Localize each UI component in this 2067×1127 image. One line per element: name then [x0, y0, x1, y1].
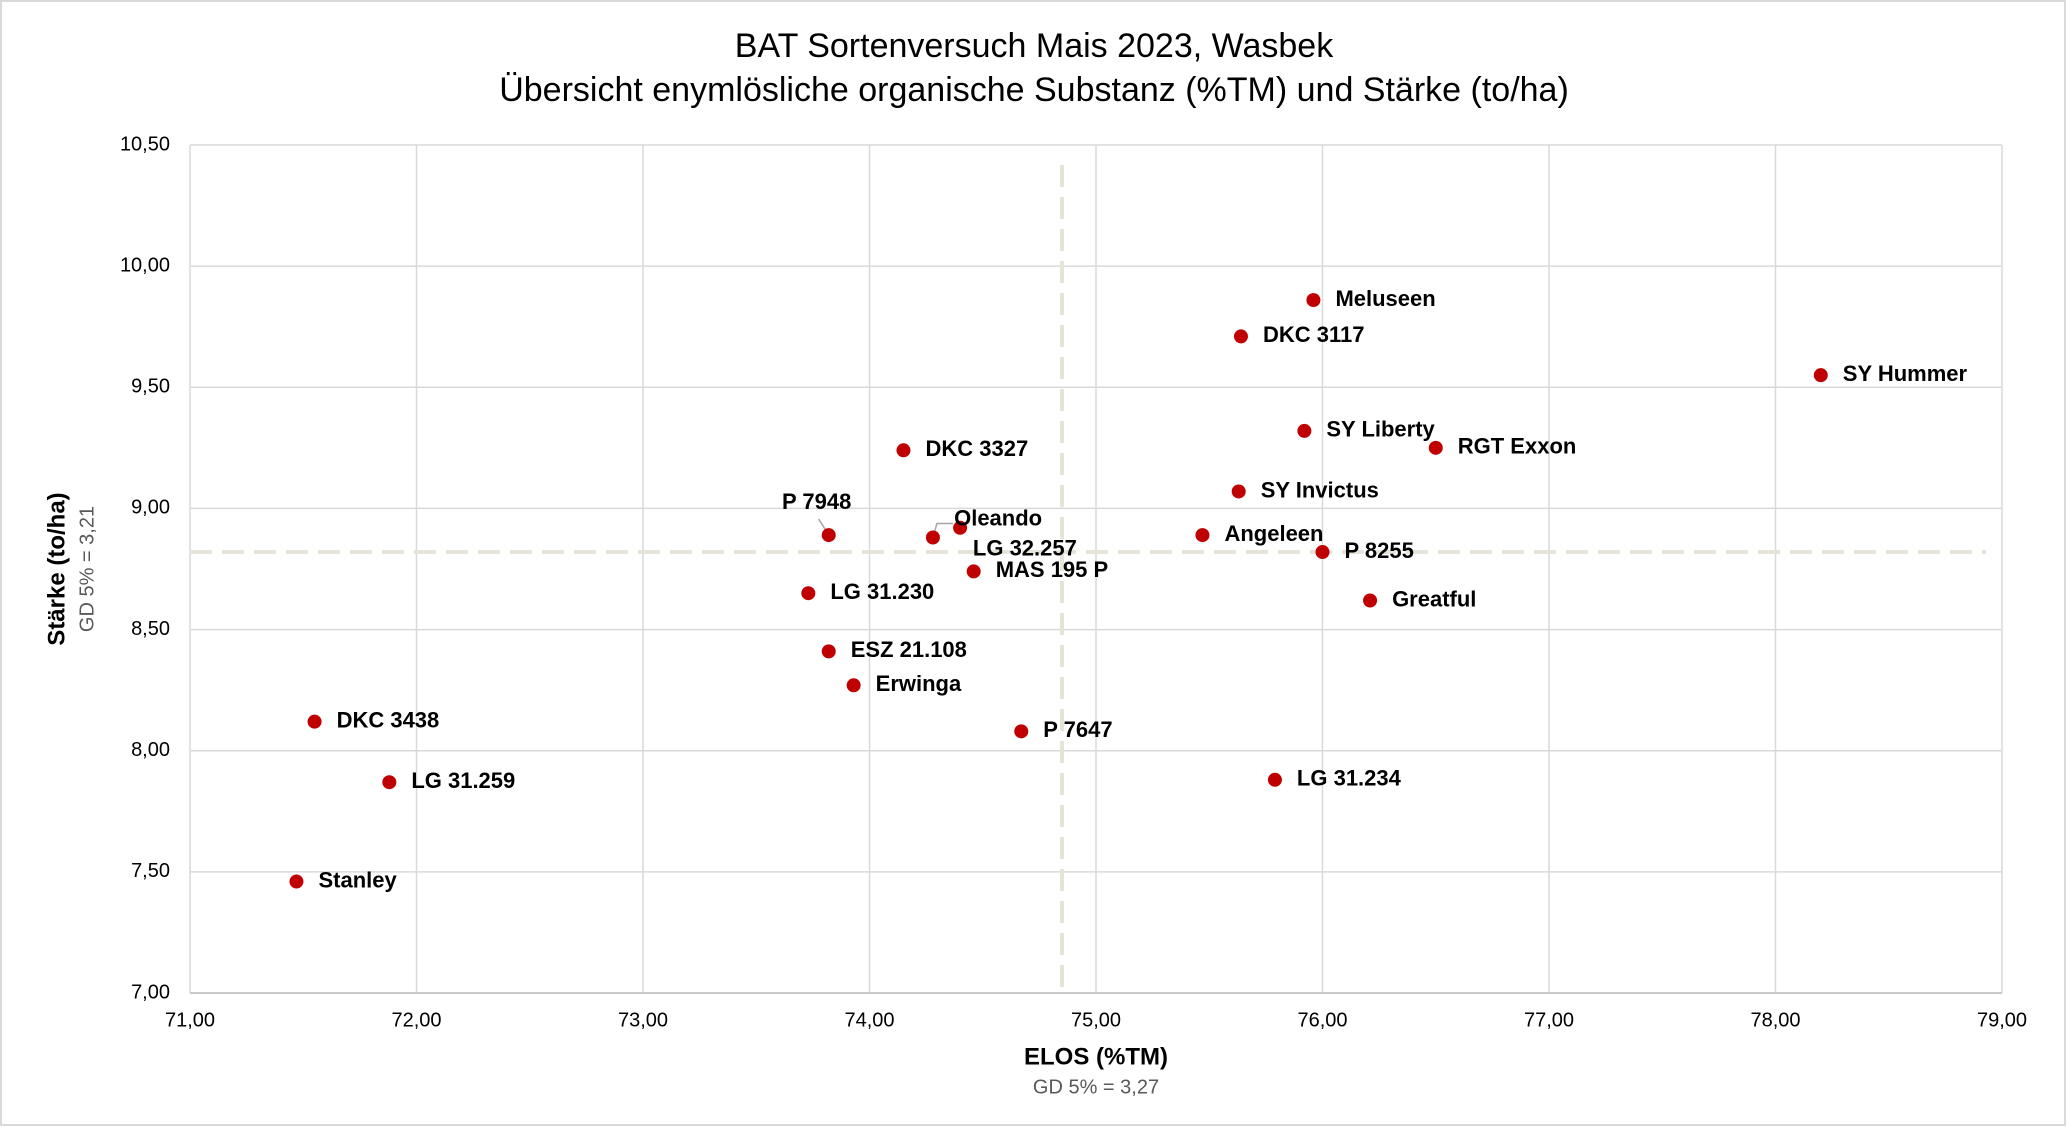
data-point [1813, 368, 1828, 383]
point-label: Greatful [1392, 586, 1476, 611]
y-axis-sublabel: GD 5% = 3,21 [76, 506, 98, 632]
x-axis-sublabel: GD 5% = 3,27 [1033, 1076, 1159, 1098]
data-point [1014, 724, 1029, 739]
chart-title: BAT Sortenversuch Mais 2023, Wasbek [735, 27, 1334, 65]
point-label: P 7948 [782, 489, 851, 514]
data-point [1233, 329, 1248, 344]
x-tick-label: 77,00 [1524, 1009, 1574, 1031]
data-point [1306, 293, 1321, 308]
data-point [1315, 545, 1330, 560]
data-point [801, 586, 816, 601]
point-label: DKC 3117 [1263, 322, 1365, 347]
x-tick-label: 71,00 [165, 1009, 215, 1031]
point-label: Stanley [318, 867, 397, 892]
point-label: RGT Exxon [1458, 434, 1577, 459]
point-label: ESZ 21.108 [851, 637, 967, 662]
data-point [289, 874, 304, 889]
x-tick-label: 79,00 [1977, 1009, 2027, 1031]
data-point [925, 530, 940, 545]
x-tick-label: 78,00 [1750, 1009, 1800, 1031]
y-tick-label: 8,50 [131, 618, 170, 640]
point-label: DKC 3327 [925, 436, 1028, 461]
data-point [966, 564, 981, 579]
point-label: LG 32.257 [973, 535, 1077, 560]
chart-subtitle: Übersicht enymlösliche organische Substa… [499, 71, 1569, 109]
y-tick-label: 9,00 [131, 497, 170, 519]
x-tick-label: 72,00 [391, 1009, 441, 1031]
point-label: Meluseen [1335, 286, 1435, 311]
data-point [896, 443, 911, 458]
point-label: LG 31.234 [1297, 766, 1402, 791]
point-label: LG 31.259 [411, 768, 515, 793]
x-tick-label: 76,00 [1297, 1009, 1347, 1031]
data-point [1363, 593, 1378, 608]
point-label: Oleando [954, 506, 1042, 531]
point-label: P 8255 [1345, 538, 1414, 563]
point-label: LG 31.230 [830, 579, 934, 604]
data-point [382, 775, 397, 790]
data-point [846, 678, 861, 693]
y-tick-label: 7,00 [131, 981, 170, 1003]
data-point [953, 520, 968, 535]
point-label: Erwinga [876, 671, 962, 696]
x-tick-label: 75,00 [1071, 1009, 1121, 1031]
point-label: MAS 195 P [996, 557, 1108, 582]
data-point [1195, 528, 1210, 543]
y-axis-label: Stärke (to/ha) [43, 492, 70, 645]
data-point [821, 528, 836, 543]
data-point [307, 714, 322, 729]
point-label: SY Hummer [1843, 361, 1968, 386]
data-point [1297, 423, 1312, 438]
point-label: SY Liberty [1326, 417, 1435, 442]
point-label: SY Invictus [1261, 477, 1379, 502]
data-point [1428, 440, 1443, 455]
data-point [1231, 484, 1246, 499]
y-tick-label: 9,50 [131, 376, 170, 398]
y-tick-label: 10,00 [120, 254, 170, 276]
point-label: DKC 3438 [337, 707, 440, 732]
y-tick-label: 8,00 [131, 739, 170, 761]
y-tick-label: 10,50 [120, 133, 170, 155]
x-tick-label: 74,00 [844, 1009, 894, 1031]
y-tick-label: 7,50 [131, 860, 170, 882]
data-point [821, 644, 836, 659]
data-point [1267, 772, 1282, 787]
x-tick-label: 73,00 [618, 1009, 668, 1031]
point-label: P 7647 [1043, 717, 1112, 742]
point-label: Angeleen [1224, 521, 1323, 546]
x-axis-label: ELOS (%TM) [1024, 1043, 1168, 1070]
